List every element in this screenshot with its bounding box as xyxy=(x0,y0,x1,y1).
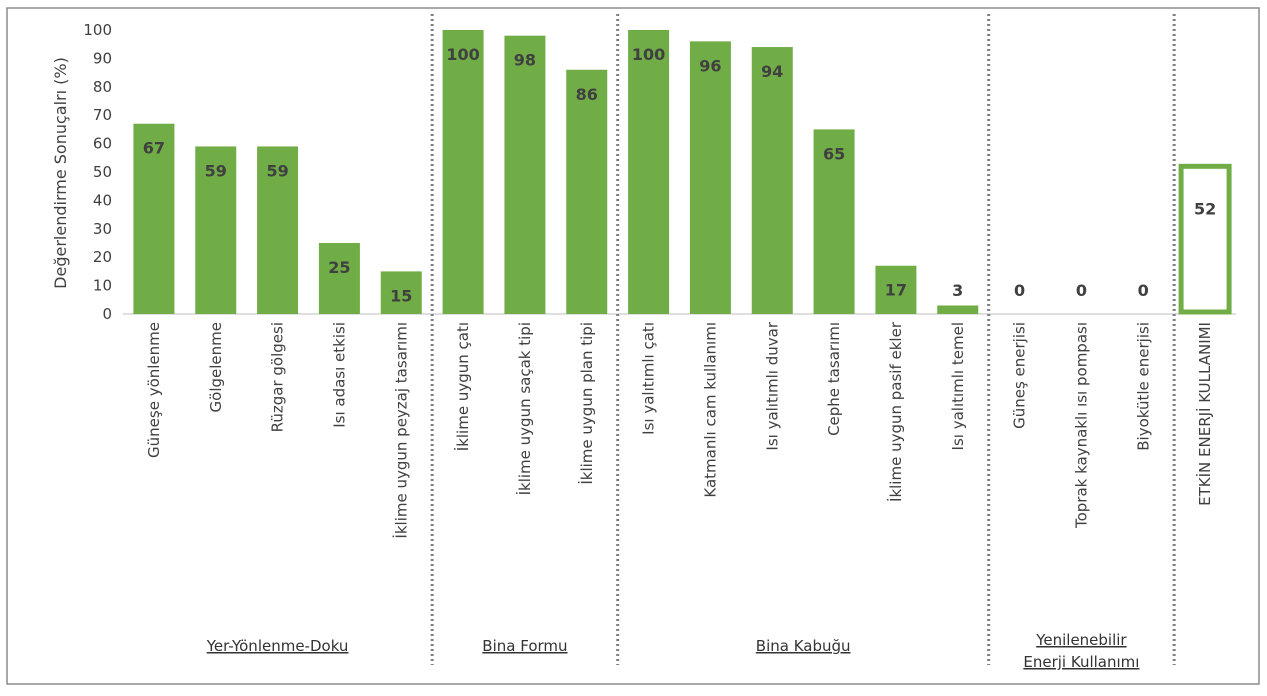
x-category-label: İklime uygun pasif ekler xyxy=(886,321,905,502)
x-category-label: Cephe tasarımı xyxy=(825,322,843,436)
x-category-label: Isı yalıtımlı çatı xyxy=(640,322,658,435)
data-label: 3 xyxy=(952,281,963,300)
bar xyxy=(504,35,546,315)
data-label: 100 xyxy=(632,45,665,64)
x-category-label: Isı adası etkisi xyxy=(330,322,348,428)
bar xyxy=(566,69,608,314)
bar xyxy=(628,30,670,314)
bar xyxy=(813,129,855,314)
bar xyxy=(689,41,731,315)
data-label: 94 xyxy=(761,62,783,81)
data-label: 0 xyxy=(1014,281,1025,300)
data-label: 15 xyxy=(390,286,412,305)
x-category-label: Rüzgar gölgesi xyxy=(269,322,287,432)
x-category-label: Gölgelenme xyxy=(207,322,225,412)
y-tick-label: 10 xyxy=(93,277,112,295)
y-tick-label: 50 xyxy=(93,163,112,181)
bar xyxy=(442,30,484,314)
bar xyxy=(195,146,237,314)
data-label: 67 xyxy=(143,139,165,158)
y-tick-label: 100 xyxy=(83,21,112,39)
data-label: 59 xyxy=(266,161,288,180)
x-category-label: İklime uygun saçak tipi xyxy=(515,322,534,495)
y-tick-label: 20 xyxy=(93,248,112,266)
group-label: Yer-Yönlenme-Doku xyxy=(206,637,349,655)
group-label: Bina Kabuğu xyxy=(756,637,851,655)
y-axis-label: Değerlendirme Sonuçalrı (%) xyxy=(51,57,70,289)
x-category-label: Güneş enerjisi xyxy=(1011,322,1029,429)
data-label: 96 xyxy=(699,56,721,75)
data-label: 0 xyxy=(1138,281,1149,300)
data-label: 86 xyxy=(576,85,598,104)
x-category-label: Toprak kaynaklı ısı pompası xyxy=(1072,322,1090,529)
x-category-label: Isı yalıtımlı temel xyxy=(949,322,967,450)
y-tick-label: 70 xyxy=(93,106,112,124)
y-tick-label: 30 xyxy=(93,220,112,238)
data-label: 59 xyxy=(205,161,227,180)
y-tick-label: 40 xyxy=(93,191,112,209)
group-label: Yenilenebilir xyxy=(1035,631,1127,649)
bar xyxy=(380,271,422,314)
y-tick-label: 0 xyxy=(102,305,112,323)
bar xyxy=(751,47,793,314)
x-category-label: İklime uygun peyzaj tasarımı xyxy=(391,322,410,539)
group-label: Enerji Kullanımı xyxy=(1023,653,1139,671)
x-category-label: Biyokütle enerjisi xyxy=(1134,322,1152,451)
x-category-label: ETKİN ENERJİ KULLANIMI xyxy=(1195,322,1214,506)
data-label: 100 xyxy=(446,45,479,64)
group-label: Bina Formu xyxy=(482,637,567,655)
total-bar xyxy=(1178,163,1232,315)
y-tick-label: 60 xyxy=(93,135,112,153)
x-category-label: Isı yalıtımlı duvar xyxy=(763,321,781,450)
x-category-label: İklime uygun plan tipi xyxy=(577,322,596,485)
bar xyxy=(937,305,979,314)
data-label: 17 xyxy=(885,281,907,300)
x-category-label: İklime uygun çatı xyxy=(453,322,472,451)
data-label: 98 xyxy=(514,51,536,70)
bar xyxy=(257,146,299,314)
y-tick-label: 80 xyxy=(93,78,112,96)
data-label: 0 xyxy=(1076,281,1087,300)
y-tick-label: 90 xyxy=(93,49,112,67)
x-category-label: Güneşe yönlenme xyxy=(145,322,163,458)
data-label: 25 xyxy=(328,258,350,277)
data-label: 52 xyxy=(1194,199,1216,218)
bar xyxy=(133,123,175,314)
x-category-label: Katmanlı cam kullanımı xyxy=(701,322,719,498)
bar xyxy=(875,265,917,314)
bar xyxy=(318,243,360,314)
data-label: 65 xyxy=(823,144,845,163)
